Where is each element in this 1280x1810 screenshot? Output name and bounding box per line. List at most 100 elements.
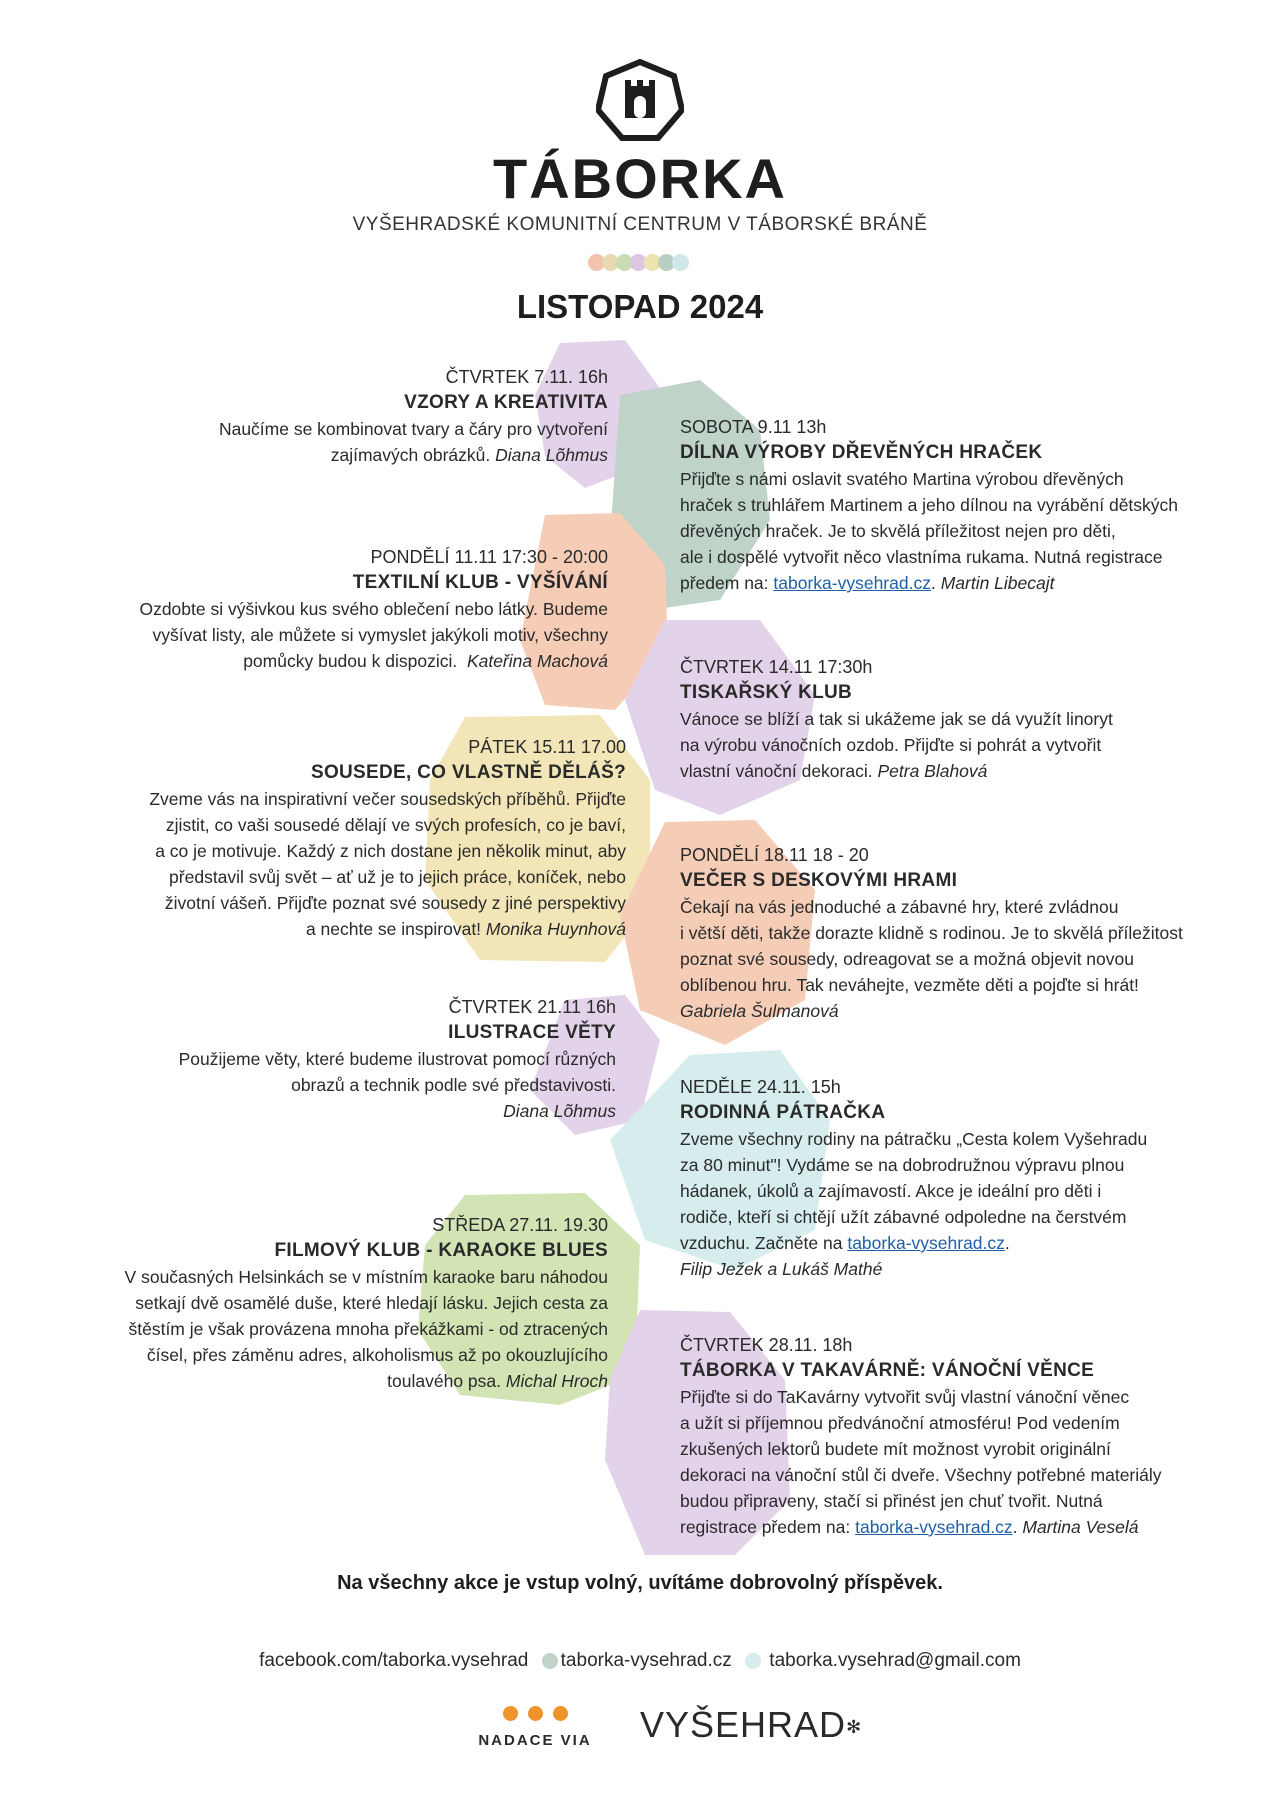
event-text-line: rodiče, kteří si chtějí užít zábavné odp… [680,1207,1127,1227]
shape-peach-1 [520,513,668,710]
event-text-line: a užít si příjemnou předvánoční atmosfér… [680,1413,1120,1433]
event-text-line: hádanek, úkolů a zajímavostí. Akce je id… [680,1181,1102,1201]
event-text-line: . [930,573,941,593]
event-right-5: ČTVRTEK 28.11. 18h TÁBORKA V TAKAVÁRNĚ: … [680,1332,1260,1540]
event-text-line: za 80 minut"! Vydáme se na dobrodružnou … [680,1155,1125,1175]
event-author: Gabriela Šulmanová [680,1001,839,1021]
event-author: Filip Ježek a Lukáš Mathé [680,1259,883,1279]
event-author: Michal Hroch [505,1371,608,1391]
event-date: ČTVRTEK 28.11. 18h [680,1335,853,1355]
event-text-line: ale i dospělé vytvořit něco vlastníma ru… [680,547,1163,567]
event-text-line: V současných Helsinkách se v místním kar… [124,1267,608,1287]
vysehrad-logo: VYŠEHRAD✻ [640,1704,862,1746]
event-title: ILUSTRACE VĚTY [448,1022,616,1043]
event-left-1: ČTVRTEK 7.11. 16h VZORY A KREATIVITA Nau… [88,364,608,468]
event-text-line: . [1012,1517,1023,1537]
event-right-3: PONDĚLÍ 18.11 18 - 20 VEČER S DESKOVÝMI … [680,842,1260,1024]
shape-lavender-4 [605,1310,790,1555]
event-text-line: registrace předem na: [680,1517,856,1537]
color-dot-icon [630,254,647,271]
event-text-line: . [1004,1233,1010,1253]
shape-yellow-1 [425,715,650,962]
event-date: SOBOTA 9.11 13h [680,417,827,437]
event-text-line: hraček s truhlářem Martinem a jeho dílno… [680,495,1179,515]
website-link[interactable]: taborka-vysehrad.cz [560,1650,732,1671]
event-text-line: i větší děti, takže dorazte klidně s rod… [680,923,1183,943]
event-text-line: zkušených lektorů budete mít možnost vyr… [680,1439,1111,1459]
event-text-line: Naučíme se kombinovat tvary a čáry pro v… [218,419,608,439]
color-dot-icon [672,254,689,271]
event-date: PONDĚLÍ 11.11 17:30 - 20:00 [370,547,608,567]
nadace-via-logo: NADACE VIA [470,1706,600,1749]
event-text-line: životní vášeň. Přijďte poznat své soused… [164,893,626,913]
registration-link[interactable]: taborka-vysehrad.cz [855,1517,1013,1537]
event-text-line: zjistit, co vaši sousedé dělají ve svých… [165,815,626,835]
event-date: NEDĚLE 24.11. 15h [680,1077,841,1097]
event-right-1: SOBOTA 9.11 13h DÍLNA VÝROBY DŘEVĚNÝCH H… [680,414,1240,596]
event-author: Diana Lõhmus [495,445,608,465]
event-title: VZORY A KREATIVITA [404,392,608,413]
shape-green-1 [418,1193,640,1405]
website-link[interactable]: taborka-vysehrad.cz [847,1233,1005,1253]
event-title: RODINNÁ PÁTRAČKA [680,1102,886,1123]
event-text-line: Přijďte s námi oslavit svatého Martina v… [680,469,1124,489]
vysehrad-mark-icon: ✻ [846,1717,863,1737]
event-text-line: předem na: [680,573,774,593]
shape-lavender-3 [530,995,660,1135]
event-title: SOUSEDE, CO VLASTNĚ DĚLÁŠ? [310,762,626,783]
event-text-line: čísel, přes záměnu adres, alkoholismus a… [146,1345,608,1365]
separator-dot-icon [745,1653,762,1669]
event-title: FILMOVÝ KLUB - KARAOKE BLUES [274,1240,608,1261]
event-text-line: představil svůj svět – ať už je to jejic… [169,867,626,887]
event-text-line: setkají dvě osamělé duše, které hledají … [135,1293,608,1313]
event-text-line: Zveme vás na inspirativní večer sousedsk… [149,789,626,809]
event-author: Kateřina Machová [466,651,608,671]
event-title: DÍLNA VÝROBY DŘEVĚNÝCH HRAČEK [680,442,1043,463]
event-text-line: oblíbenou hru. Tak neváhejte, vezměte dě… [680,975,1139,995]
event-text-line: a nechte se inspirovat! [305,919,482,939]
event-author: Diana Lõhmus [503,1101,616,1121]
event-left-3: PÁTEK 15.11 17.00 SOUSEDE, CO VLASTNĚ DĚ… [66,734,626,942]
nadace-via-label: NADACE VIA [478,1732,592,1749]
vysehrad-label: VYŠEHRAD [640,1704,847,1745]
event-text-line: Čekají na vás jednoduché a zábavné hry, … [680,897,1119,917]
event-title: VEČER S DESKOVÝMI HRAMI [680,870,958,891]
event-text-line: a co je motivuje. Každý z nich dostane j… [155,841,626,861]
event-title: TÁBORKA V TAKAVÁRNĚ: VÁNOČNÍ VĚNCE [680,1360,1095,1381]
event-author: Martina Veselá [1022,1517,1139,1537]
event-text-line: obrazů a technik podle své představivost… [291,1075,616,1095]
event-text-line: vlastní vánoční dekoraci. [680,761,878,781]
event-title: TEXTILNÍ KLUB - VYŠÍVÁNÍ [352,572,608,593]
event-text-line: zajímavých obrázků. [330,445,491,465]
event-title: TISKAŘSKÝ KLUB [680,682,853,703]
registration-link[interactable]: taborka-vysehrad.cz [773,573,931,593]
event-author: Petra Blahová [877,761,988,781]
color-dot-icon [644,254,661,271]
event-text-line: dřevěných hraček. Je to skvělá příležito… [680,521,1116,541]
color-dot-icon [658,254,675,271]
event-text-line: Zveme všechny rodiny na pátračku „Cesta … [680,1129,1148,1149]
event-text-line: Přijďte si do TaKavárny vytvořit svůj vl… [680,1387,1130,1407]
event-text-line: Ozdobte si výšivkou kus svého oblečení n… [139,599,608,619]
event-text-line: pomůcky budou k dispozici. [243,651,458,671]
event-left-5: STŘEDA 27.11. 19.30 FILMOVÝ KLUB - KARAO… [48,1212,608,1394]
event-text-line: vyšívat listy, ale můžete si vymyslet ja… [152,625,608,645]
shape-lavender-2 [625,620,815,815]
event-author: Monika Huynhová [485,919,626,939]
event-text-line: štěstím je však provázena mnoha překážka… [128,1319,608,1339]
event-date: PÁTEK 15.11 17.00 [468,737,626,757]
contacts: facebook.com/taborka.vysehrad taborka-vy… [0,1650,1280,1672]
event-date: PONDĚLÍ 18.11 18 - 20 [680,845,869,865]
event-date: ČTVRTEK 21.11 16h [448,997,616,1017]
email-link[interactable]: taborka.vysehrad@gmail.com [769,1650,1021,1671]
color-dots [588,254,698,272]
event-left-2: PONDĚLÍ 11.11 17:30 - 20:00 TEXTILNÍ KLU… [48,544,608,674]
facebook-link[interactable]: facebook.com/taborka.vysehrad [259,1650,529,1671]
event-right-4: NEDĚLE 24.11. 15h RODINNÁ PÁTRAČKA Zveme… [680,1074,1260,1282]
event-text-line: poznat své sousedy, odreagovat se a možn… [680,949,1134,969]
event-text-line: Vánoce se blíží a tak si ukážeme jak se … [680,709,1113,729]
shape-peach-2 [620,820,815,1045]
event-text-line: budou připraveny, stačí si přinést jen c… [680,1491,1103,1511]
event-text-line: na výrobu vánočních ozdob. Přijďte si po… [680,735,1102,755]
